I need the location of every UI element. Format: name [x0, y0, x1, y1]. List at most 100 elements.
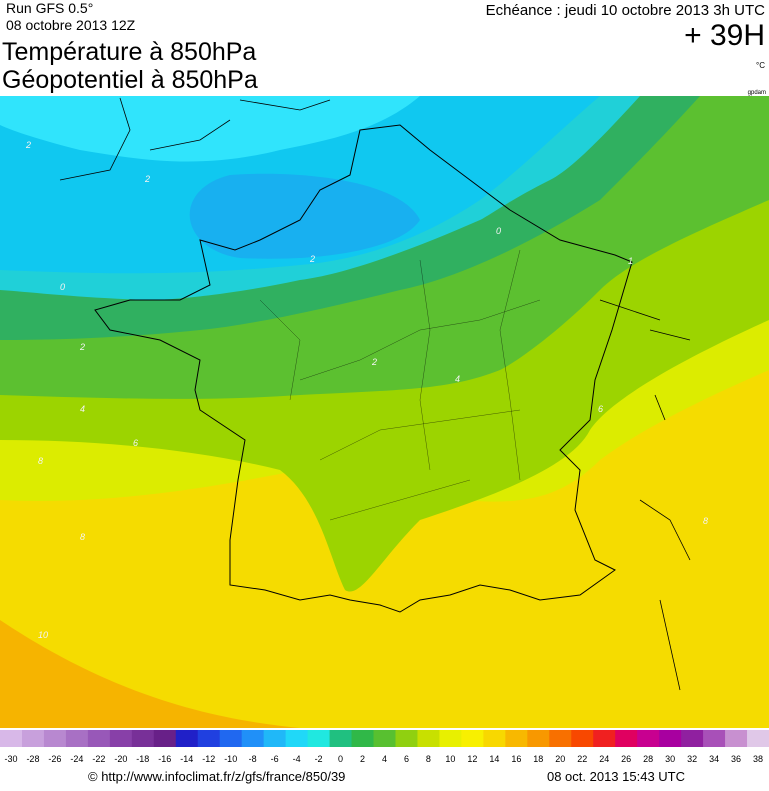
legend-label: -2	[315, 754, 323, 764]
legend-swatch	[505, 730, 528, 747]
legend-label: -10	[224, 754, 237, 764]
legend-swatch	[87, 730, 111, 747]
legend-label: 12	[467, 754, 477, 764]
legend-label: 14	[489, 754, 499, 764]
run-date: 08 octobre 2013 12Z	[6, 17, 136, 33]
legend-label: -6	[271, 754, 279, 764]
legend-label: -24	[70, 754, 83, 764]
legend-label: -30	[4, 754, 17, 764]
legend-label: -14	[180, 754, 193, 764]
legend-swatch	[527, 730, 550, 747]
legend-label: -26	[48, 754, 61, 764]
legend-swatch	[263, 730, 287, 747]
legend-label: 26	[621, 754, 631, 764]
legend-swatch	[659, 730, 682, 747]
legend-label: -20	[114, 754, 127, 764]
legend-swatch	[109, 730, 133, 747]
legend-label: 16	[511, 754, 521, 764]
legend-swatch	[197, 730, 221, 747]
color-legend: -30 -28 -26 -24 -22 -20 -18 -16 -14 -12 -10 -8 -6 -4-…	[0, 730, 769, 764]
legend-swatch	[131, 730, 155, 747]
legend-swatch	[725, 730, 748, 747]
legend-label: -28	[26, 754, 39, 764]
legend-label: 38	[753, 754, 763, 764]
legend-swatch	[395, 730, 418, 747]
legend-label: 6	[404, 754, 409, 764]
contour-label: 0	[60, 282, 65, 292]
unit: °C	[756, 61, 765, 70]
lead-time: + 39H	[684, 19, 765, 52]
legend-swatch	[21, 730, 45, 747]
legend-label: -22	[92, 754, 105, 764]
contour-label: 2	[309, 254, 315, 264]
legend-swatch	[0, 730, 23, 747]
contour-label: 0	[496, 226, 501, 236]
legend-swatch	[703, 730, 726, 747]
legend-swatch	[417, 730, 440, 747]
legend-swatch	[175, 730, 199, 747]
contour-label: 2	[371, 357, 377, 367]
legend-swatch	[461, 730, 484, 747]
legend-label: -4	[293, 754, 301, 764]
legend-swatch	[285, 730, 309, 747]
legend-swatch	[439, 730, 462, 747]
legend-swatch	[65, 730, 89, 747]
legend-label: 22	[577, 754, 587, 764]
legend-label: 24	[599, 754, 609, 764]
legend-swatch	[483, 730, 506, 747]
legend-swatch	[747, 730, 769, 747]
legend-label: 10	[445, 754, 455, 764]
source-tag: gpdam	[748, 90, 766, 96]
contour-label: 2	[144, 174, 150, 184]
contour-label: 8	[38, 456, 43, 466]
contour-label: 4	[455, 374, 460, 384]
legend-label: 18	[533, 754, 543, 764]
contour-label: 2	[25, 140, 31, 150]
region-borders	[259, 249, 541, 521]
legend-swatch	[637, 730, 660, 747]
contour-label: 2	[79, 342, 85, 352]
legend-swatch	[153, 730, 177, 747]
contour-label: 6	[598, 404, 603, 414]
valid-time: Echéance : jeudi 10 octobre 2013 3h UTC	[486, 2, 766, 19]
legend-swatch	[681, 730, 704, 747]
legend-label: 30	[665, 754, 675, 764]
temp-band	[189, 173, 420, 259]
legend-swatch	[329, 730, 353, 747]
legend-label: 4	[382, 754, 387, 764]
contour-label: 4	[80, 404, 85, 414]
legend-label: -12	[202, 754, 215, 764]
title: Température à 850hPa	[2, 38, 256, 66]
legend-label: 0	[338, 754, 343, 764]
legend-swatch	[549, 730, 572, 747]
legend-swatch	[571, 730, 594, 747]
legend-label: 32	[687, 754, 697, 764]
subtitle: Géopotentiel à 850hPa	[2, 66, 258, 94]
legend-label: 34	[709, 754, 719, 764]
legend-swatch	[593, 730, 616, 747]
contour-label: 6	[133, 438, 138, 448]
legend-label: 2	[360, 754, 365, 764]
coastline	[59, 97, 691, 691]
legend-label: 36	[731, 754, 741, 764]
legend-label: -18	[136, 754, 149, 764]
contour-label: 10	[38, 630, 48, 640]
legend-label: 20	[555, 754, 565, 764]
contour-label: 1	[628, 256, 633, 266]
legend-swatch	[615, 730, 638, 747]
legend-swatch	[241, 730, 265, 747]
legend-label: -8	[249, 754, 257, 764]
map: 2 2 2 0 0 2 2 4 4 6 8 8 10 1 6 8	[0, 96, 769, 728]
legend-label: 8	[426, 754, 431, 764]
run-label: Run GFS 0.5°	[6, 0, 93, 16]
contour-label: 8	[80, 532, 85, 542]
temp-band	[0, 96, 420, 162]
legend-swatch	[219, 730, 243, 747]
footer-stamp: 08 oct. 2013 15:43 UTC	[547, 769, 685, 784]
legend-swatch	[307, 730, 331, 747]
legend-swatch	[351, 730, 375, 747]
legend-label: 28	[643, 754, 653, 764]
country-border	[94, 124, 633, 613]
